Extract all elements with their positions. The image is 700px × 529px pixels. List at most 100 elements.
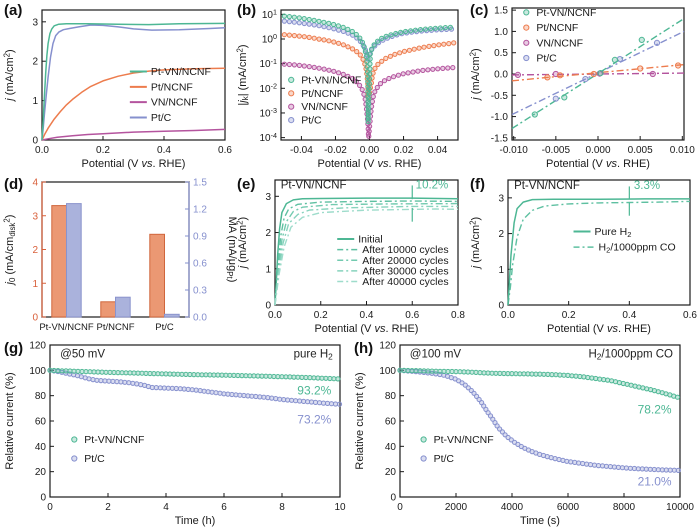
data-point bbox=[331, 68, 337, 74]
x-tick-label: 0.8 bbox=[451, 310, 465, 321]
data-point bbox=[335, 376, 341, 382]
data-point bbox=[552, 95, 559, 102]
y-tick-label: 10-3 bbox=[259, 106, 277, 119]
panel-letter-f: (f) bbox=[470, 176, 485, 193]
series-Pt-VN/NCNF bbox=[511, 18, 685, 130]
data-point bbox=[593, 375, 599, 382]
data-point bbox=[377, 81, 384, 87]
y-tick-label: 0 bbox=[32, 136, 38, 147]
data-point bbox=[675, 467, 681, 473]
annotation: 3.3% bbox=[634, 180, 660, 192]
data-point bbox=[321, 24, 327, 30]
data-point bbox=[349, 28, 355, 35]
data-point bbox=[674, 394, 681, 400]
data-point bbox=[326, 67, 332, 73]
x-tick-label: 0.2 bbox=[562, 310, 576, 321]
bar-j0 bbox=[100, 301, 117, 318]
x-tick-label: 4 bbox=[163, 502, 169, 513]
x-tick-label: 0.6 bbox=[405, 310, 419, 321]
data-point bbox=[653, 39, 661, 47]
data-point bbox=[365, 111, 371, 117]
panel-f-chart: 0.0 0.2 0.4 0.6 0 1 2 3 Potential (V vs. RHE) j (… bbox=[468, 179, 697, 335]
y-tick-label: 120 bbox=[379, 341, 396, 352]
data-point bbox=[286, 19, 293, 25]
y2-tick-label: 1.5 bbox=[193, 178, 207, 189]
x-tick-label: 8000 bbox=[613, 502, 636, 513]
panel-letter-g: (g) bbox=[4, 340, 24, 357]
panel-d-chart: 0 1 2 3 4 0.0 0.3 0.6 0.9 1.2 1.5 j0 (mA/cmdisk2) MA… bbox=[2, 178, 238, 334]
data-point bbox=[321, 19, 327, 25]
data-point bbox=[331, 21, 337, 28]
data-point bbox=[381, 78, 388, 84]
x-axis-label: Potential (V vs. RHE) bbox=[547, 323, 651, 335]
series-After 30000 cycles bbox=[274, 205, 458, 306]
y-tick-label: 100 bbox=[262, 32, 277, 45]
data-point bbox=[336, 401, 343, 407]
data-point bbox=[369, 46, 375, 52]
data-point bbox=[362, 49, 368, 55]
data-point bbox=[311, 17, 317, 23]
data-point bbox=[582, 76, 589, 83]
data-point bbox=[379, 35, 385, 42]
data-point bbox=[281, 18, 288, 24]
data-point bbox=[326, 20, 332, 26]
x-tick-label: -0.005 bbox=[542, 145, 571, 156]
panel-h-chart: 0 2000 4000 6000 8000 10000 0 20 40 60 80 100 120 Tim… bbox=[354, 341, 694, 528]
data-point bbox=[366, 133, 372, 139]
series-H2/1000ppm CO bbox=[507, 200, 691, 306]
data-point bbox=[649, 70, 656, 78]
x-tick-label: -0.02 bbox=[324, 145, 347, 156]
y-tick-label: -1.5 bbox=[491, 133, 509, 144]
panel-letter-h: (h) bbox=[354, 340, 374, 357]
panel-b-chart: -0.04 -0.02 0.00 0.02 0.04 101 100 10-1 10-2 10-3… bbox=[235, 8, 459, 170]
data-point bbox=[420, 67, 426, 74]
data-point bbox=[296, 33, 302, 39]
data-point bbox=[306, 64, 312, 70]
data-point bbox=[451, 40, 457, 46]
bar-j0 bbox=[51, 205, 67, 318]
annotation: pure H2 bbox=[294, 349, 334, 362]
data-point bbox=[400, 71, 406, 77]
data-point bbox=[71, 455, 78, 462]
data-point bbox=[383, 33, 389, 39]
data-point bbox=[372, 89, 378, 95]
y-tick-label: 60 bbox=[35, 417, 47, 428]
data-point bbox=[401, 48, 408, 54]
legend-label: VN/NCNF bbox=[536, 37, 583, 49]
series-After 10000 cycles bbox=[274, 200, 459, 306]
data-point bbox=[367, 71, 373, 77]
data-point bbox=[134, 381, 140, 387]
data-point bbox=[379, 58, 385, 64]
data-point bbox=[340, 42, 347, 48]
data-point bbox=[296, 62, 303, 69]
data-point bbox=[349, 46, 356, 52]
data-point bbox=[353, 79, 359, 85]
data-point bbox=[291, 19, 297, 25]
data-point bbox=[357, 52, 363, 58]
panel-e-chart: 0.0 0.2 0.4 0.6 0.8 0 1 2 3 Potential (V vs. RHE)… bbox=[235, 179, 465, 335]
data-point bbox=[367, 61, 373, 67]
y-tick-label: 2 bbox=[498, 229, 504, 240]
data-point bbox=[561, 94, 568, 101]
x-tick-label: 10 bbox=[334, 502, 346, 513]
y-tick-label: 0.5 bbox=[494, 48, 508, 59]
bar-category-label: Pt/C bbox=[155, 322, 174, 333]
plot-frame bbox=[41, 9, 226, 141]
y-tick-label: 1 bbox=[498, 265, 504, 276]
data-point bbox=[372, 65, 378, 72]
x-tick-label: 0.4 bbox=[157, 145, 171, 156]
data-point bbox=[301, 34, 307, 40]
data-point bbox=[366, 101, 372, 107]
data-point bbox=[316, 36, 322, 42]
data-point bbox=[296, 20, 302, 26]
data-point bbox=[398, 29, 404, 36]
data-point bbox=[71, 436, 78, 443]
series-Pt/NCNF bbox=[41, 67, 226, 141]
y2-axis-label: MA (mA/μgPt) bbox=[225, 217, 238, 283]
data-point bbox=[408, 28, 414, 34]
data-point bbox=[446, 41, 452, 47]
y-tick-label: 10-2 bbox=[259, 82, 277, 95]
panel-letter-a: (a) bbox=[4, 2, 23, 19]
bar-MA bbox=[164, 313, 180, 318]
